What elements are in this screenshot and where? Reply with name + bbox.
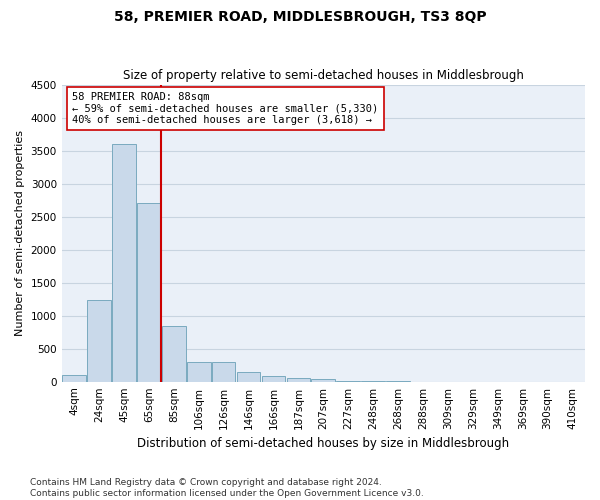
Bar: [112, 144, 136, 382]
Bar: [237, 372, 260, 382]
Text: 58, PREMIER ROAD, MIDDLESBROUGH, TS3 8QP: 58, PREMIER ROAD, MIDDLESBROUGH, TS3 8QP: [113, 10, 487, 24]
Bar: [187, 362, 211, 382]
Bar: [262, 376, 286, 382]
Text: 58 PREMIER ROAD: 88sqm
← 59% of semi-detached houses are smaller (5,330)
40% of : 58 PREMIER ROAD: 88sqm ← 59% of semi-det…: [72, 92, 379, 125]
Bar: [212, 362, 235, 382]
Bar: [62, 375, 86, 382]
X-axis label: Distribution of semi-detached houses by size in Middlesbrough: Distribution of semi-detached houses by …: [137, 437, 509, 450]
Bar: [311, 378, 335, 382]
Bar: [162, 326, 185, 382]
Bar: [287, 378, 310, 382]
Text: Contains HM Land Registry data © Crown copyright and database right 2024.
Contai: Contains HM Land Registry data © Crown c…: [30, 478, 424, 498]
Bar: [337, 381, 360, 382]
Title: Size of property relative to semi-detached houses in Middlesbrough: Size of property relative to semi-detach…: [123, 69, 524, 82]
Bar: [137, 204, 161, 382]
Bar: [87, 300, 111, 382]
Y-axis label: Number of semi-detached properties: Number of semi-detached properties: [15, 130, 25, 336]
